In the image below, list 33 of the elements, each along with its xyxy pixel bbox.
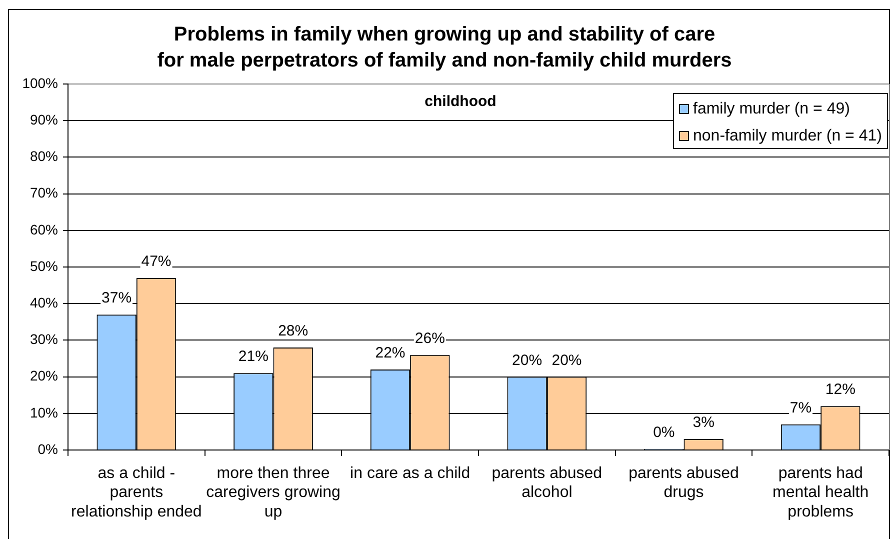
data-label: 21% <box>238 348 268 366</box>
data-label: 22% <box>375 344 406 362</box>
x-tick-label: more then three caregivers growing up <box>206 465 340 520</box>
y-tick-label: 100% <box>22 74 58 91</box>
chart-title: Problems in family when growing up and stability of care for male perpetrators of family and non-family child murders <box>157 24 732 72</box>
x-tick-label: parents abused alcohol <box>492 465 602 502</box>
data-label: 7% <box>790 399 812 416</box>
data-label: 37% <box>102 290 132 307</box>
data-label: 28% <box>278 322 308 340</box>
data-label: 20% <box>552 352 582 369</box>
annotation: childhood <box>424 93 496 110</box>
y-tick-label: 10% <box>30 404 58 420</box>
data-label: 3% <box>692 414 714 432</box>
y-tick-label: 60% <box>30 221 58 238</box>
x-tick-label: as a child - parents relationship ended <box>71 465 202 520</box>
x-tick-label: parents had mental health problems <box>772 465 869 520</box>
data-label: 26% <box>414 330 445 347</box>
data-label: 0% <box>653 424 675 441</box>
data-label: 47% <box>141 252 172 270</box>
y-tick-label: 30% <box>30 331 58 348</box>
legend-label: non-family murder (n = 41) <box>693 127 882 144</box>
x-tick-label: in care as a child <box>350 465 470 482</box>
data-label: 20% <box>512 352 542 369</box>
y-tick-label: 80% <box>30 148 58 164</box>
y-tick-label: 70% <box>30 184 58 201</box>
y-tick-label: 40% <box>30 294 58 310</box>
x-tick-label: parents abused drugs <box>628 465 739 502</box>
y-tick-label: 50% <box>30 258 58 274</box>
y-tick-label: 20% <box>30 368 58 384</box>
y-tick-label: 90% <box>30 111 58 128</box>
legend-label: family murder (n = 49) <box>693 100 850 118</box>
data-label: 12% <box>825 381 856 398</box>
y-tick-label: 0% <box>38 440 58 457</box>
